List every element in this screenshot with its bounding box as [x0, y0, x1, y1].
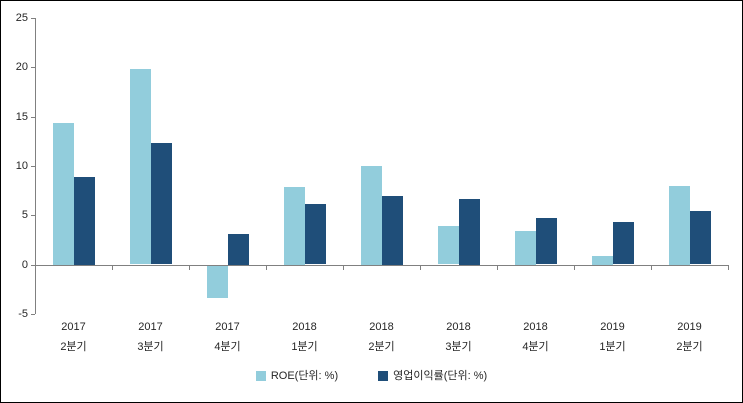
y-axis-tick-mark [31, 215, 35, 217]
category-quarter: 2분기 [60, 341, 87, 353]
y-axis-tick-mark [31, 116, 35, 118]
legend-swatch-operating-margin-icon [378, 371, 389, 381]
category-year: 2017 [61, 321, 86, 333]
bar-operating-margin [613, 222, 634, 265]
bar-roe [515, 231, 536, 266]
bar-roe [361, 166, 382, 265]
x-axis-tick-mark [497, 264, 498, 270]
x-axis-tick-mark [651, 264, 652, 270]
x-axis-category-label: 2018 4분기 [497, 317, 574, 357]
category-year: 2017 [215, 321, 240, 333]
y-axis-line [35, 18, 36, 314]
x-axis-category-label: 2019 2분기 [651, 317, 728, 357]
legend-swatch-roe-icon [255, 371, 266, 381]
x-axis-tick-mark [728, 264, 729, 270]
y-axis-tick-mark [31, 18, 35, 19]
category-year: 2017 [138, 321, 163, 333]
category-year: 2019 [677, 321, 702, 333]
y-axis-tick-label: 25 [15, 12, 28, 24]
y-axis-tick-mark [31, 67, 35, 69]
bar-roe [438, 226, 459, 265]
bar-roe [592, 255, 613, 265]
legend: ROE(단위: %) 영업이익률(단위: %) [1, 370, 742, 382]
bar-operating-margin [228, 234, 249, 266]
x-axis-category-label: 2017 3분기 [112, 317, 189, 357]
bar-roe [207, 265, 228, 298]
y-axis-tick-mark [31, 314, 35, 315]
x-axis-category-label: 2019 1분기 [574, 317, 651, 357]
x-axis-tick-mark [112, 264, 113, 270]
x-axis-tick-mark [189, 264, 190, 270]
y-axis-tick-mark [31, 264, 35, 266]
y-axis-tick-label: 15 [15, 110, 28, 123]
legend-label-operating-margin: 영업이익률(단위: %) [393, 370, 488, 382]
x-axis-tick-mark [574, 264, 575, 270]
bar-operating-margin [74, 176, 95, 265]
y-axis-tick-label: 20 [15, 61, 28, 74]
bar-operating-margin [305, 204, 326, 265]
bar-roe [669, 185, 690, 265]
y-axis-tick-label: 10 [15, 160, 28, 172]
x-axis-category-label: 2018 3분기 [420, 317, 497, 357]
category-year: 2018 [446, 321, 471, 333]
bar-operating-margin [690, 211, 711, 265]
x-axis-tick-mark [343, 264, 344, 270]
category-year: 2018 [369, 321, 394, 333]
category-year: 2018 [292, 321, 317, 333]
y-axis-tick-label: 5 [21, 209, 28, 222]
bar-roe [130, 69, 151, 265]
bar-operating-margin [459, 198, 480, 265]
category-quarter: 2분기 [368, 341, 395, 353]
bar-operating-margin [382, 195, 403, 265]
x-axis-category-label: 2017 4분기 [189, 317, 266, 357]
category-quarter: 1분기 [599, 341, 626, 353]
x-axis-category-label: 2017 2분기 [35, 317, 112, 357]
category-year: 2019 [600, 321, 625, 333]
category-quarter: 3분기 [137, 341, 164, 353]
bar-roe [53, 122, 74, 265]
y-axis-tick-label: 0 [21, 258, 28, 271]
y-axis-tick-mark [31, 166, 35, 167]
legend-item-operating-margin: 영업이익률(단위: %) [378, 370, 487, 382]
x-axis-tick-mark [266, 264, 267, 270]
category-quarter: 4분기 [214, 341, 241, 353]
y-axis-tick-label: -5 [18, 308, 28, 320]
x-axis-category-label: 2018 2분기 [343, 317, 420, 357]
category-quarter: 4분기 [522, 341, 549, 353]
category-quarter: 2분기 [676, 341, 703, 353]
x-axis-tick-mark [420, 264, 421, 270]
category-quarter: 1분기 [291, 341, 318, 353]
bar-roe [284, 186, 305, 265]
category-quarter: 3분기 [445, 341, 472, 353]
legend-item-roe: ROE(단위: %) [255, 370, 339, 382]
legend-label-roe: ROE(단위: %) [270, 370, 339, 382]
x-axis-line [35, 264, 728, 266]
category-year: 2018 [523, 321, 548, 333]
bar-operating-margin [536, 218, 557, 265]
x-axis-category-label: 2018 1분기 [266, 317, 343, 357]
bar-operating-margin [151, 143, 172, 265]
